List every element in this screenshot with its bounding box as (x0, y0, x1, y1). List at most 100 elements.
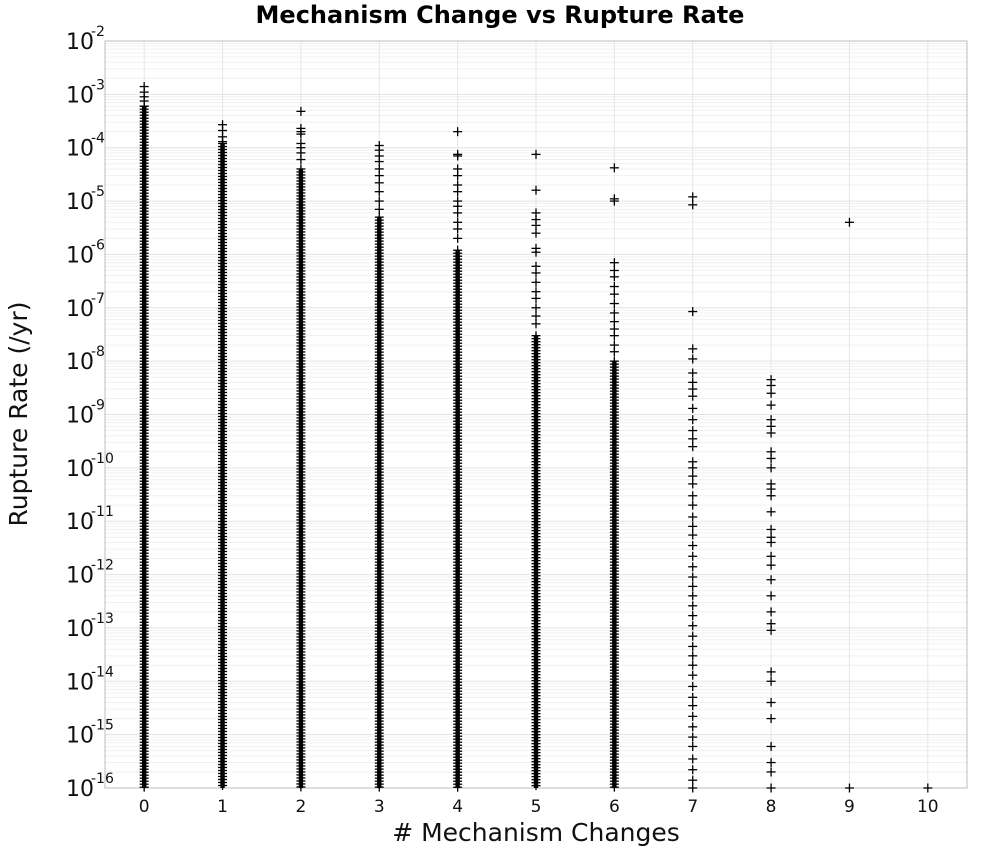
y-tick-exponent: -13 (91, 611, 114, 627)
data-point (688, 491, 698, 501)
y-tick-label: 10-2 (66, 24, 105, 55)
data-point (766, 380, 776, 390)
data-point (218, 137, 228, 147)
y-tick-label: 10-8 (66, 344, 105, 375)
data-point (688, 631, 698, 641)
y-tick-label: 10-15 (66, 718, 114, 749)
data-point (374, 187, 384, 197)
data-point (688, 711, 698, 721)
data-point (609, 347, 619, 357)
data-point (688, 562, 698, 572)
data-point (688, 741, 698, 751)
data-point (609, 299, 619, 309)
data-point (688, 754, 698, 764)
data-point (296, 782, 306, 792)
data-point (609, 308, 619, 318)
data-point (766, 400, 776, 410)
data-point (688, 471, 698, 481)
data-point (531, 185, 541, 195)
data-point (688, 192, 698, 202)
data-point (688, 701, 698, 711)
y-tick-exponent: -16 (91, 771, 114, 787)
data-point (766, 453, 776, 463)
y-axis-ticks: 10-1610-1510-1410-1310-1210-1110-1010-91… (66, 24, 114, 802)
data-point (531, 319, 541, 329)
data-point (766, 741, 776, 751)
y-tick-base: 10 (66, 457, 94, 482)
data-point (688, 681, 698, 691)
data-point (688, 551, 698, 561)
data-point (688, 521, 698, 531)
data-point (688, 641, 698, 651)
y-tick-label: 10-7 (66, 291, 105, 322)
y-tick-exponent: -15 (91, 718, 114, 734)
data-point (766, 625, 776, 635)
data-point (688, 442, 698, 452)
y-tick-exponent: -11 (91, 504, 114, 520)
data-point (609, 258, 619, 268)
data-point (374, 178, 384, 188)
data-point (688, 368, 698, 378)
data-point (296, 129, 306, 139)
data-point (609, 163, 619, 173)
y-tick-base: 10 (66, 724, 94, 749)
data-point (453, 127, 463, 137)
y-tick-base: 10 (66, 510, 94, 535)
data-point (766, 388, 776, 398)
data-point (766, 537, 776, 547)
y-tick-base: 10 (66, 777, 94, 802)
data-point (139, 782, 149, 792)
x-axis-label: # Mechanism Changes (392, 818, 680, 847)
data-point (766, 607, 776, 617)
y-tick-base: 10 (66, 243, 94, 268)
data-point (766, 560, 776, 570)
x-tick-label: 4 (452, 797, 463, 817)
data-point (766, 463, 776, 473)
data-point (766, 575, 776, 585)
data-point (688, 426, 698, 436)
y-tick-exponent: -5 (91, 184, 105, 200)
y-tick-exponent: -4 (91, 131, 105, 147)
data-point (374, 196, 384, 206)
y-tick-base: 10 (66, 137, 94, 162)
data-point (688, 722, 698, 732)
data-point (531, 277, 541, 287)
data-point (766, 667, 776, 677)
y-tick-base: 10 (66, 30, 94, 55)
data-point (766, 591, 776, 601)
x-tick-label: 8 (766, 797, 777, 817)
data-point (688, 572, 698, 582)
data-point (688, 732, 698, 742)
data-point (688, 651, 698, 661)
data-point (609, 272, 619, 282)
y-tick-base: 10 (66, 83, 94, 108)
y-tick-exponent: -9 (91, 398, 105, 414)
y-axis-label: Rupture Rate (/yr) (4, 302, 33, 527)
data-point (688, 591, 698, 601)
y-tick-exponent: -7 (91, 291, 105, 307)
y-tick-label: 10-13 (66, 611, 114, 642)
data-point (218, 780, 228, 790)
data-point (766, 676, 776, 686)
y-tick-exponent: -6 (91, 237, 105, 253)
data-point (844, 217, 854, 227)
y-tick-base: 10 (66, 350, 94, 375)
data-point (688, 354, 698, 364)
data-point (531, 268, 541, 278)
data-point (688, 611, 698, 621)
data-point (688, 541, 698, 551)
y-tick-base: 10 (66, 190, 94, 215)
data-point (453, 187, 463, 197)
data-point (688, 434, 698, 444)
data-point (766, 714, 776, 724)
data-point (453, 782, 463, 792)
data-point (688, 581, 698, 591)
y-tick-label: 10-10 (66, 451, 114, 482)
x-tick-label: 5 (531, 797, 542, 817)
data-point (766, 428, 776, 438)
x-tick-label: 9 (844, 797, 855, 817)
data-point (688, 530, 698, 540)
data-point (766, 551, 776, 561)
data-point (453, 208, 463, 218)
